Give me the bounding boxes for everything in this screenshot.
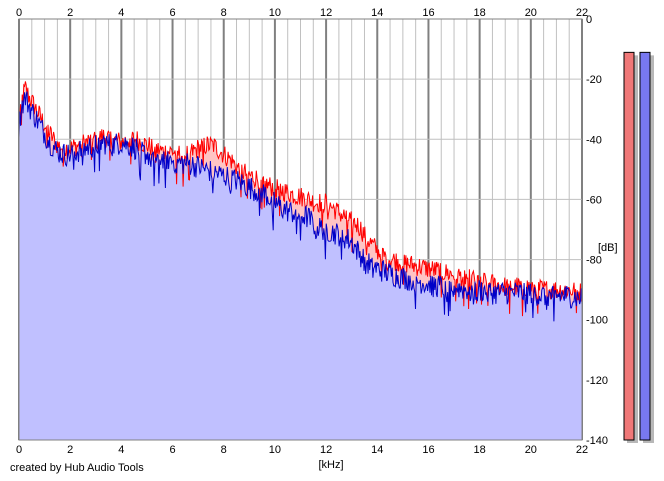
x-tick-label-bottom: 10 <box>269 444 281 456</box>
x-ticks-bottom: 0 2 4 6 8 10 12 14 16 18 20 22 <box>16 444 588 456</box>
x-tick-label-top: 2 <box>67 7 73 19</box>
x-tick-label-bottom: 12 <box>320 444 332 456</box>
credit-text: created by Hub Audio Tools <box>10 462 144 474</box>
x-tick-label-bottom: 18 <box>474 444 486 456</box>
x-tick-label-bottom: 8 <box>221 444 227 456</box>
y-tick-label: 0 <box>586 14 592 26</box>
x-axis-unit: [kHz] <box>318 459 343 471</box>
plot-border <box>18 18 583 441</box>
x-tick-label-bottom: 20 <box>525 444 537 456</box>
x-tick-label-top: 16 <box>422 7 434 19</box>
y-tick-label: -60 <box>586 194 602 206</box>
x-tick-label-top: 6 <box>169 7 175 19</box>
x-tick-label-bottom: 22 <box>576 444 588 456</box>
y-tick-label: -140 <box>586 435 608 447</box>
right-level-meter <box>639 51 651 441</box>
y-axis-unit: [dB] <box>598 242 618 254</box>
x-tick-label-top: 22 <box>576 7 588 19</box>
y-tick-label: -20 <box>586 74 602 86</box>
x-tick-label-top: 10 <box>269 7 281 19</box>
x-tick-label-top: 18 <box>474 7 486 19</box>
level-meters <box>623 51 654 443</box>
x-tick-label-bottom: 2 <box>67 444 73 456</box>
x-tick-label-top: 12 <box>320 7 332 19</box>
x-tick-label-bottom: 6 <box>169 444 175 456</box>
x-tick-label-bottom: 0 <box>16 444 22 456</box>
left-level-meter <box>623 51 635 441</box>
x-tick-label-top: 4 <box>118 7 124 19</box>
series-layer <box>18 81 583 441</box>
y-tick-label: -100 <box>586 315 608 327</box>
x-tick-label-bottom: 16 <box>422 444 434 456</box>
x-tick-label-top: 8 <box>221 7 227 19</box>
right-channel-line <box>18 91 583 322</box>
y-ticks: 0 -20 -40 -60 -80 -100 -120 -140 <box>586 14 608 447</box>
y-tick-label: -80 <box>586 255 602 267</box>
x-tick-label-top: 20 <box>525 7 537 19</box>
right-channel-area <box>19 91 582 440</box>
x-tick-label-bottom: 4 <box>118 444 124 456</box>
x-tick-label-top: 0 <box>16 7 22 19</box>
y-tick-label: -120 <box>586 375 608 387</box>
x-tick-label-bottom: 14 <box>371 444 383 456</box>
y-tick-label: -40 <box>586 134 602 146</box>
x-ticks-top: 0 2 4 6 8 10 12 14 16 18 20 22 <box>16 7 588 19</box>
x-tick-label-top: 14 <box>371 7 383 19</box>
